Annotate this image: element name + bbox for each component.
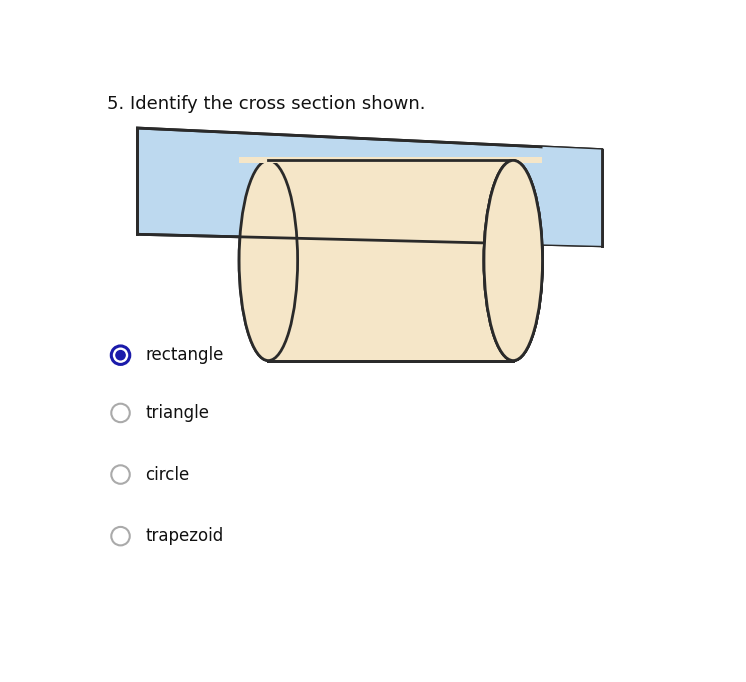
Polygon shape xyxy=(542,147,602,246)
FancyBboxPatch shape xyxy=(269,160,513,361)
Circle shape xyxy=(111,404,130,422)
Ellipse shape xyxy=(239,160,298,361)
Text: 5. Identify the cross section shown.: 5. Identify the cross section shown. xyxy=(107,95,425,113)
Ellipse shape xyxy=(484,160,542,361)
Ellipse shape xyxy=(484,160,542,361)
Circle shape xyxy=(111,346,130,364)
Text: trapezoid: trapezoid xyxy=(145,527,223,545)
Text: rectangle: rectangle xyxy=(145,346,224,364)
FancyBboxPatch shape xyxy=(269,160,513,361)
Text: circle: circle xyxy=(145,466,189,484)
Ellipse shape xyxy=(239,160,298,361)
Circle shape xyxy=(116,351,125,360)
Polygon shape xyxy=(137,128,602,246)
Circle shape xyxy=(111,527,130,546)
Ellipse shape xyxy=(484,160,542,361)
Ellipse shape xyxy=(484,160,542,361)
Text: triangle: triangle xyxy=(145,404,209,422)
FancyBboxPatch shape xyxy=(239,157,542,163)
Circle shape xyxy=(111,465,130,484)
